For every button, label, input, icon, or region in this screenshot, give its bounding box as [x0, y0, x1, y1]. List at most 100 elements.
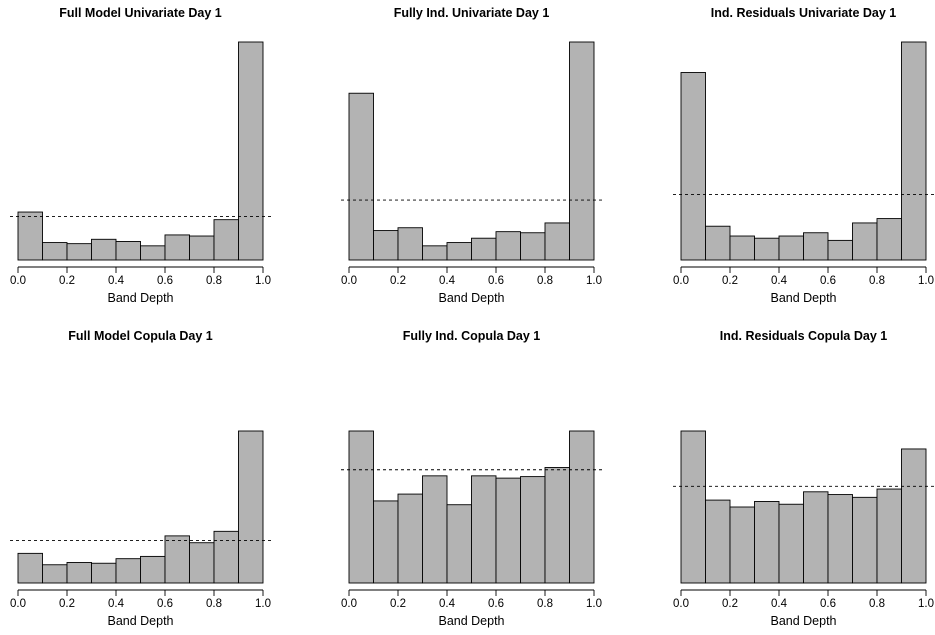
x-tick-label: 0.8: [537, 598, 553, 610]
histogram-bar: [778, 503, 804, 584]
x-axis-label: Band Depth: [770, 291, 836, 305]
x-tick-label: 0.0: [673, 598, 689, 610]
histogram-bar: [213, 219, 239, 261]
histogram-bar: [495, 231, 521, 261]
histogram-bar: [901, 41, 927, 261]
histogram-bar: [876, 488, 902, 584]
histogram-bar: [189, 235, 215, 261]
x-tick-label: 0.0: [673, 275, 689, 287]
histogram-bar: [17, 211, 43, 261]
histogram-bar: [66, 562, 92, 584]
x-tick-label: 1.0: [255, 275, 271, 287]
x-axis-label: Band Depth: [438, 291, 504, 305]
x-axis-label: Band Depth: [107, 291, 173, 305]
histogram-bar: [164, 535, 190, 584]
histogram-bar: [876, 218, 902, 261]
histogram-bar: [238, 41, 264, 261]
x-tick-label: 0.4: [439, 275, 456, 287]
histogram-bar: [803, 491, 829, 584]
histogram-bar: [544, 467, 570, 584]
chart-title: Ind. Residuals Univariate Day 1: [711, 6, 897, 20]
x-tick-label: 1.0: [918, 598, 934, 610]
x-tick-label: 1.0: [586, 598, 602, 610]
histogram-bar: [140, 245, 166, 261]
histogram-bar: [238, 430, 264, 584]
x-axis-label: Band Depth: [770, 614, 836, 628]
x-tick-label: 1.0: [586, 275, 602, 287]
histogram-bar: [373, 230, 399, 261]
histogram-bar: [680, 430, 706, 584]
histogram-bar: [422, 245, 448, 261]
histogram-bar: [544, 222, 570, 261]
x-tick-label: 0.2: [59, 275, 75, 287]
histogram-bar: [115, 558, 141, 584]
x-axis-label: Band Depth: [107, 614, 173, 628]
x-tick-label: 0.4: [108, 275, 125, 287]
x-tick-label: 0.8: [206, 275, 222, 287]
histogram-bar: [397, 227, 423, 261]
histogram-bar: [91, 238, 117, 261]
x-tick-label: 0.6: [488, 598, 504, 610]
histogram-bar: [803, 232, 829, 261]
x-tick-label: 0.6: [820, 598, 836, 610]
histogram-bar: [140, 555, 166, 584]
histogram-bar: [729, 235, 755, 261]
histogram-bar: [495, 477, 521, 584]
x-tick-label: 0.2: [722, 598, 738, 610]
histogram-bar: [520, 232, 546, 261]
histogram-bar: [422, 475, 448, 584]
chart-title: Full Model Copula Day 1: [68, 329, 213, 343]
histogram-bar: [17, 552, 43, 584]
histogram-bar: [827, 494, 853, 584]
x-tick-label: 0.0: [10, 275, 26, 287]
histogram-bar: [754, 237, 780, 261]
histogram-bar: [520, 476, 546, 584]
x-tick-label: 1.0: [918, 275, 934, 287]
chart-title: Fully Ind. Copula Day 1: [403, 329, 541, 343]
histogram-panel-ind-residuals-univariate: Ind. Residuals Univariate Day 1 0.0 0.2 0.4…: [673, 6, 934, 305]
histogram-bar: [852, 222, 878, 261]
chart-title: Full Model Univariate Day 1: [59, 6, 222, 20]
x-tick-label: 0.6: [157, 598, 173, 610]
histogram-bar: [680, 72, 706, 261]
x-tick-label: 0.4: [771, 275, 788, 287]
x-tick-label: 0.8: [869, 598, 885, 610]
histogram-bar: [852, 496, 878, 584]
histogram-bar: [446, 504, 472, 584]
x-tick-label: 0.2: [722, 275, 738, 287]
histogram-panel-fully-ind-copula: Fully Ind. Copula Day 1 0.0 0.2 0.4 0.6 0.8 1.…: [341, 329, 602, 628]
histogram-bar: [569, 41, 595, 261]
histogram-bar: [42, 242, 68, 261]
histogram-bar: [901, 448, 927, 584]
x-tick-label: 0.0: [341, 275, 357, 287]
histogram-bar: [397, 493, 423, 584]
histogram-bar: [348, 92, 374, 261]
histogram-bar: [373, 500, 399, 584]
x-tick-label: 0.8: [206, 598, 222, 610]
chart-title: Fully Ind. Univariate Day 1: [394, 6, 550, 20]
histogram-bar: [91, 562, 117, 584]
x-tick-label: 0.4: [439, 598, 456, 610]
histogram-bar: [213, 530, 239, 584]
histogram-bar: [348, 430, 374, 584]
histogram-panel-fully-ind-univariate: Fully Ind. Univariate Day 1 0.0 0.2 0.4 0.6 0…: [341, 6, 602, 305]
histogram-bar: [42, 564, 68, 584]
histogram-panel-ind-residuals-copula: Ind. Residuals Copula Day 1 0.0 0.2 0.4 0.6 0…: [673, 329, 934, 628]
histogram-bar: [66, 243, 92, 261]
histogram-bar: [754, 501, 780, 584]
histogram-bar: [705, 225, 731, 261]
histogram-bar: [115, 241, 141, 261]
x-tick-label: 0.2: [390, 275, 406, 287]
histogram-panel-full-model-univariate: Full Model Univariate Day 1 0.0 0.2 0.4 0.6 0…: [10, 6, 271, 305]
x-tick-label: 1.0: [255, 598, 271, 610]
histogram-bar: [569, 430, 595, 584]
x-tick-label: 0.2: [390, 598, 406, 610]
x-tick-label: 0.6: [820, 275, 836, 287]
x-tick-label: 0.2: [59, 598, 75, 610]
histogram-bar: [189, 542, 215, 584]
histogram-panel-full-model-copula: Full Model Copula Day 1 0.0 0.2 0.4 0.6 0.8 1.…: [10, 329, 271, 628]
x-tick-label: 0.0: [341, 598, 357, 610]
histogram-bar: [705, 499, 731, 584]
chart-title: Ind. Residuals Copula Day 1: [720, 329, 887, 343]
x-tick-label: 0.8: [869, 275, 885, 287]
